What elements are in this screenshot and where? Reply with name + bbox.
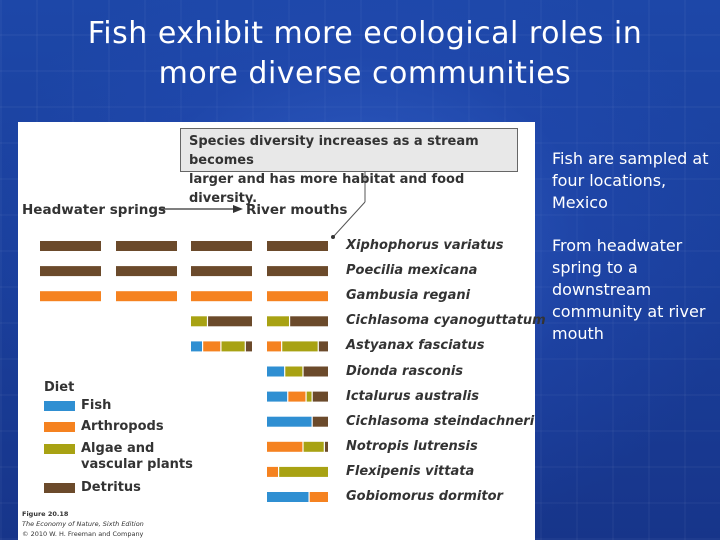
diet-bar-detritus — [40, 266, 101, 277]
diet-chart-svg — [40, 172, 366, 502]
legend-label-arthropods: Arthropods — [81, 419, 164, 434]
diet-bar-algae — [279, 466, 328, 477]
diet-bar-detritus — [312, 416, 328, 427]
legend-swatch-detritus — [44, 483, 75, 493]
direction-arrow-head — [233, 205, 243, 213]
diet-bar-fish — [191, 341, 202, 352]
legend-label-fish: Fish — [81, 398, 112, 413]
diet-bar-detritus — [267, 241, 328, 251]
species-label: Xiphophorus variatus — [346, 238, 504, 253]
species-label: Notropis lutrensis — [346, 438, 478, 454]
diet-bar-algae — [267, 316, 289, 327]
species-label: Gambusia regani — [346, 288, 471, 304]
species-label: Astyanax fasciatus — [346, 338, 485, 354]
diet-bar-algae — [221, 341, 245, 352]
headwater-springs-label: Headwater springs — [22, 202, 167, 218]
river-mouths-label: River mouths — [246, 202, 348, 218]
diet-bar-detritus — [208, 316, 252, 327]
diet-bar-arthropods — [267, 291, 328, 302]
diet-bar-algae — [191, 316, 207, 327]
diet-bar-detritus — [318, 341, 328, 352]
title-line-2: more diverse communities — [158, 56, 572, 91]
callout-line-2: larger and has more habitat and food div… — [189, 172, 465, 206]
diet-bar-arthropods — [203, 341, 221, 352]
legend-swatch-algae — [44, 444, 75, 454]
legend-label-detritus: Detritus — [81, 480, 141, 495]
species-label: Gobiomorus dormitor — [346, 489, 503, 504]
species-label: Poecilia mexicana — [346, 263, 478, 279]
diet-bar-detritus — [267, 266, 328, 277]
diet-bar-fish — [267, 366, 285, 377]
diet-bar-detritus — [245, 341, 252, 352]
diet-bar-arthropods — [267, 466, 278, 477]
diet-bar-arthropods — [116, 291, 177, 302]
diet-bar-detritus — [40, 241, 101, 251]
diet-bar-detritus — [116, 266, 177, 277]
diet-figure: Species diversity increases as a stream … — [18, 122, 546, 540]
callout-pointer-diag — [333, 201, 366, 237]
diet-bar-detritus — [290, 316, 328, 327]
species-label: Dionda rasconis — [346, 363, 464, 379]
diet-bar-arthropods — [191, 291, 252, 302]
diet-bar-arthropods — [267, 341, 282, 352]
slide-title: Fish exhibit more ecological roles in mo… — [40, 14, 690, 94]
diet-bar-fish — [267, 492, 309, 502]
diet-bar-fish — [267, 391, 288, 402]
legend-label-algae: Algae and vascular plants — [81, 441, 193, 472]
diet-bar-detritus — [191, 266, 252, 277]
diet-bar-arthropods — [40, 291, 101, 302]
diet-bar-arthropods — [288, 391, 306, 402]
legend-swatch-fish — [44, 401, 75, 411]
figure-number: Figure 20.18 — [22, 510, 69, 518]
diet-bar-arthropods — [309, 492, 328, 502]
diet-bar-detritus — [116, 241, 177, 251]
diet-bar-detritus — [324, 441, 328, 452]
diet-bars — [40, 241, 328, 502]
diet-bar-detritus — [312, 391, 328, 402]
species-label: Cichlasoma cyanoguttatum — [346, 313, 546, 329]
diet-bar-algae — [306, 391, 312, 402]
diet-bar-algae — [285, 366, 303, 377]
callout-line-1: Species diversity increases as a stream … — [189, 134, 479, 168]
diversity-callout: Species diversity increases as a stream … — [180, 128, 518, 206]
diet-legend-title: Diet — [44, 380, 75, 395]
diet-bar-algae — [303, 441, 324, 452]
title-line-1: Fish exhibit more ecological roles in — [87, 16, 643, 51]
species-label: Cichlasoma steindachneri — [346, 413, 535, 429]
bullet-headwater-to-mouth: From headwater spring to a downstream co… — [552, 236, 706, 343]
diet-bar-detritus — [191, 241, 252, 251]
diet-bar-algae — [282, 341, 318, 352]
species-label: Ictalurus australis — [346, 388, 479, 404]
species-label: Flexipenis vittata — [346, 463, 475, 479]
figure-book-title: The Economy of Nature, Sixth Edition — [22, 520, 144, 528]
diet-bar-detritus — [303, 366, 328, 377]
callout-pointer-dot — [331, 235, 335, 239]
legend-swatch-arthropods — [44, 422, 75, 432]
diet-bar-fish — [267, 416, 312, 427]
figure-copyright: © 2010 W. H. Freeman and Company — [22, 530, 144, 538]
bullet-fish-sampled: Fish are sampled at four locations, Mexi… — [552, 149, 709, 212]
diet-bar-arthropods — [267, 441, 303, 452]
